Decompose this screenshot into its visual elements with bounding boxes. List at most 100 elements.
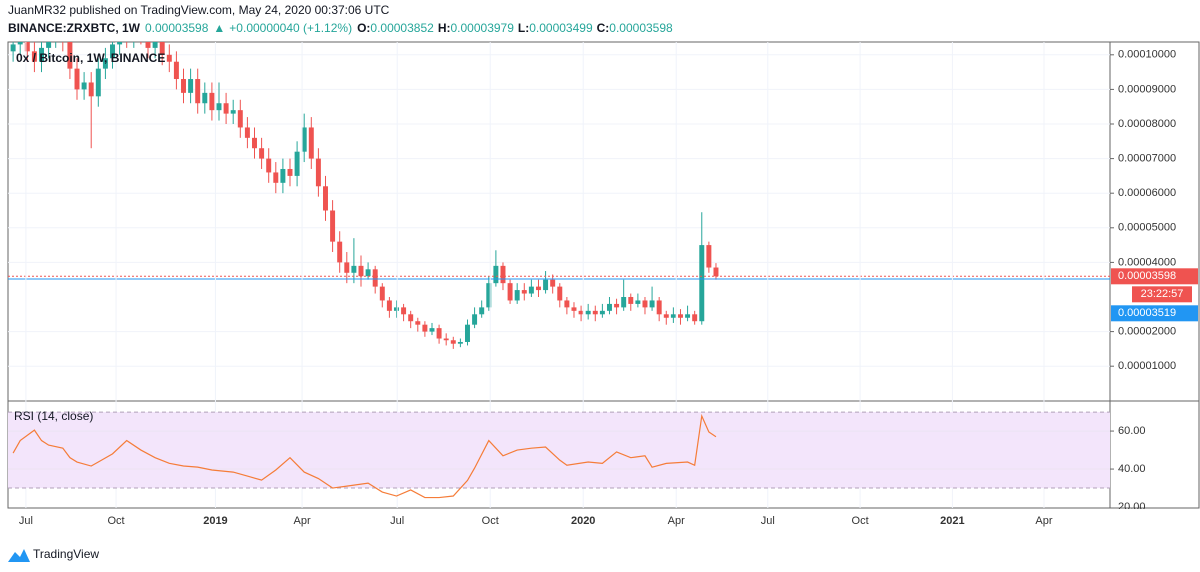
candle-body	[422, 324, 428, 332]
candle-body	[358, 265, 364, 277]
candle-body	[507, 283, 513, 301]
candle-body	[159, 42, 165, 55]
candle-body	[330, 210, 336, 242]
y-tick-label: 0.00004000	[1118, 256, 1176, 268]
candle-body	[88, 82, 94, 97]
candle-body	[223, 103, 229, 114]
candle-body	[685, 314, 691, 318]
candle-body	[166, 54, 172, 62]
candle-body	[479, 307, 485, 315]
candle-body	[315, 158, 321, 187]
candle-body	[415, 321, 421, 325]
o-label: O:	[357, 21, 370, 35]
candle-body	[713, 267, 719, 277]
candle-body	[436, 328, 442, 339]
last-price-box	[1111, 268, 1198, 285]
y-tick-label: 0.00001000	[1118, 360, 1176, 372]
candle-body	[31, 51, 37, 62]
candle-body	[401, 307, 407, 315]
candle-body	[699, 245, 705, 322]
publisher: JuanMR32 published on TradingView.com, M…	[8, 3, 390, 17]
x-tick-label: Oct	[852, 515, 869, 527]
price-line-box	[1111, 305, 1198, 322]
candle-body	[230, 110, 236, 114]
price-line-label: 0.00003519	[1118, 307, 1176, 319]
candle-body	[500, 265, 506, 284]
candle-body	[628, 296, 634, 304]
candle-body	[110, 44, 115, 59]
candle-body	[10, 44, 16, 52]
candle-body	[606, 303, 612, 311]
candle-body	[564, 300, 570, 308]
pane-frame	[7, 41, 1200, 509]
candle-body	[578, 310, 584, 315]
candle-body	[24, 42, 30, 52]
candle-body	[543, 279, 549, 291]
rsi-band	[8, 412, 1110, 489]
x-tick-label: Apr	[294, 515, 311, 527]
last-price-label: 0.00003598	[1118, 270, 1176, 282]
candle-body	[237, 110, 243, 128]
candle-body	[621, 296, 627, 308]
candle-body	[323, 186, 328, 211]
candle-body	[95, 68, 101, 97]
candle-body	[351, 265, 357, 273]
y-tick-label: 0.00006000	[1118, 187, 1176, 199]
footer-brand: TradingView	[33, 547, 99, 561]
candle-body	[301, 127, 307, 152]
o-value: 0.00003852	[370, 21, 434, 35]
candle-body	[394, 307, 399, 311]
l-value: 0.00003499	[529, 21, 593, 35]
candle-body	[365, 269, 371, 277]
candle-body	[145, 42, 151, 48]
candle-body	[457, 341, 463, 344]
x-tick-label: 2020	[571, 515, 595, 527]
candle-body	[656, 300, 662, 315]
candle-body	[195, 79, 201, 104]
rsi-line	[12, 413, 717, 499]
candle-body	[188, 79, 194, 93]
candle-body	[706, 245, 712, 268]
candle-body	[514, 290, 520, 301]
symbol: BINANCE:ZRXBTC, 1W	[8, 21, 141, 35]
candle-body	[571, 307, 577, 311]
y-tick-label: 0.00002000	[1118, 326, 1176, 338]
change: +0.00000040 (+1.12%)	[229, 21, 352, 35]
y-tick-label: 40.00	[1118, 463, 1146, 475]
plot	[8, 42, 1110, 367]
price: 0.00003598	[145, 21, 209, 35]
candle-body	[344, 262, 350, 273]
candle-body	[642, 300, 648, 308]
c-label: C:	[597, 21, 610, 35]
candle-body	[465, 324, 470, 342]
x-tick-label: Jul	[761, 515, 775, 527]
x-tick-label: Apr	[668, 515, 685, 527]
candle-body	[614, 303, 620, 308]
candle-body	[670, 314, 676, 318]
x-tick-label: Apr	[1035, 515, 1052, 527]
candle-body	[102, 58, 108, 69]
candle-body	[550, 279, 556, 287]
y-tick-label: 0.00010000	[1118, 49, 1176, 61]
candle-body	[408, 314, 414, 322]
candle-body	[252, 137, 257, 149]
x-tick-label: 2019	[203, 515, 227, 527]
candle-body	[259, 148, 265, 159]
candle-body	[486, 283, 492, 308]
candle-body	[308, 127, 314, 159]
candle-body	[535, 286, 541, 291]
candle-body	[592, 310, 598, 315]
candle-body	[372, 269, 378, 287]
candle-body	[46, 42, 52, 48]
y-tick-label: 0.00009000	[1118, 83, 1176, 95]
candle-body	[386, 300, 392, 311]
x-tick-label: 2021	[940, 515, 964, 527]
candle-body	[493, 265, 499, 284]
axis-cover	[1111, 509, 1199, 529]
y-tick-label: 0.00007000	[1118, 153, 1176, 165]
candle-body	[74, 68, 80, 90]
quote-line: BINANCE:ZRXBTC, 1W 0.00003598 ▲ +0.00000040…	[8, 21, 673, 35]
candle-body	[585, 310, 591, 315]
l-label: L:	[518, 21, 529, 35]
